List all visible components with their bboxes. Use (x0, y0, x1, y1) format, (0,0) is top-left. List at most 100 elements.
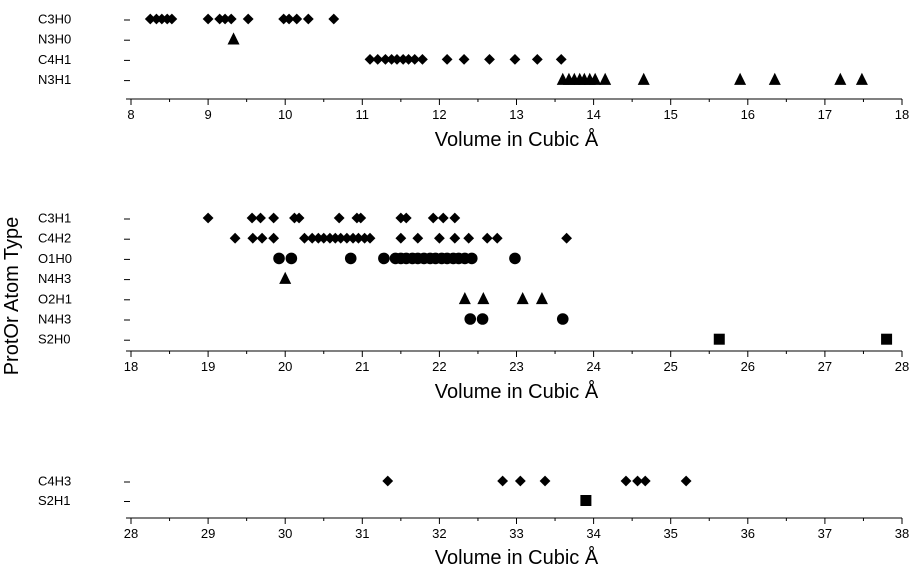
data-point-diamond (333, 212, 345, 224)
data-point-triangle (535, 291, 548, 305)
series-c3h0 (144, 13, 340, 25)
data-point-circle (344, 252, 357, 265)
category-label: S2H0 (38, 332, 71, 347)
category-label: C4H3 (38, 474, 71, 489)
x-tick-label: 29 (201, 526, 215, 541)
data-point-diamond (364, 54, 376, 65)
data-point-triangle (458, 291, 471, 305)
data-point-diamond (202, 212, 214, 224)
series-n4h3 (464, 313, 569, 325)
x-tick-label: 20 (278, 359, 292, 374)
x-tick-label: 8 (127, 107, 134, 122)
data-point-diamond (328, 13, 340, 25)
x-tick-label: 16 (741, 107, 755, 122)
data-point-diamond (255, 212, 266, 224)
data-point-diamond (247, 232, 259, 244)
panel-1: 8 9 10 11 12 13 14 15 16 17 18 Volume in Cubic Å C3H… (38, 12, 909, 152)
data-point-diamond (283, 13, 295, 25)
data-point-circle (273, 252, 285, 265)
x-tick-label: 10 (278, 107, 292, 122)
data-point-diamond (403, 54, 414, 65)
data-point-diamond (639, 475, 651, 487)
series-n4h3 (279, 271, 292, 284)
data-point-diamond (341, 232, 353, 244)
x-tick-label: 33 (509, 526, 523, 541)
data-point-diamond (412, 232, 424, 244)
x-tick-label: 27 (818, 359, 832, 374)
data-point-diamond (463, 232, 475, 244)
data-point-diamond (306, 232, 318, 244)
series-n3h0 (227, 32, 240, 45)
category-label: N4H3 (38, 312, 71, 327)
data-point-diamond (509, 54, 521, 65)
data-point-diamond (318, 232, 330, 244)
x-axis-title: Volume in Cubic Å (435, 546, 599, 569)
category-label: N3H0 (38, 32, 71, 47)
data-point-diamond (395, 232, 407, 244)
data-point-diamond (355, 212, 367, 224)
data-point-triangle (834, 72, 847, 85)
data-point-diamond (491, 232, 503, 244)
data-point-diamond (441, 54, 453, 65)
series-c4h1 (364, 54, 567, 65)
data-point-diamond (229, 232, 241, 244)
x-tick-label: 15 (663, 107, 677, 122)
x-tick-label: 13 (509, 107, 523, 122)
category-label: C3H0 (38, 12, 71, 27)
data-point-square (713, 333, 725, 345)
x-tick-label: 28 (124, 526, 138, 541)
data-point-triangle (279, 271, 292, 284)
data-point-triangle (589, 72, 602, 85)
series-c4h2 (229, 232, 573, 244)
data-point-circle (465, 252, 478, 265)
x-axis-title: Volume in Cubic Å (435, 128, 599, 151)
data-point-diamond (335, 232, 347, 244)
x-tick-label: 18 (124, 359, 138, 374)
data-point-circle (509, 252, 521, 265)
data-point-diamond (539, 475, 551, 487)
data-point-diamond (291, 13, 303, 25)
data-point-diamond (531, 54, 543, 65)
data-point-diamond (268, 232, 280, 244)
data-point-diamond (449, 232, 461, 244)
category-label: N4H3 (38, 271, 71, 286)
data-point-triangle (477, 291, 490, 305)
data-point-diamond (302, 13, 314, 25)
data-point-triangle (516, 291, 529, 305)
x-tick-label: 36 (741, 526, 755, 541)
x-tick-label: 9 (204, 107, 211, 122)
x-tick-label: 31 (355, 526, 369, 541)
x-tick-label: 28 (895, 359, 909, 374)
data-point-diamond (202, 13, 214, 25)
data-point-diamond (561, 232, 573, 244)
x-tick-label: 22 (432, 359, 446, 374)
x-tick-label: 25 (663, 359, 677, 374)
chart-panels: 8 9 10 11 12 13 14 15 16 17 18 Volume in Cubic Å C3H… (38, 12, 909, 570)
data-point-circle (476, 313, 489, 325)
data-point-diamond (391, 54, 403, 65)
panel-3: 28 29 30 31 32 33 34 35 36 37 38 Volume in Cubic Å C… (38, 474, 909, 570)
data-point-diamond (380, 54, 391, 65)
x-tick-label: 35 (663, 526, 677, 541)
category-label: O2H1 (38, 291, 72, 306)
data-point-diamond (514, 475, 526, 487)
data-point-diamond (364, 232, 376, 244)
data-point-diamond (293, 212, 305, 224)
data-point-diamond (458, 54, 470, 65)
data-point-triangle (855, 72, 868, 85)
data-point-diamond (620, 475, 632, 487)
data-point-diamond (268, 212, 280, 224)
data-point-diamond (256, 232, 268, 244)
data-point-diamond (484, 54, 495, 65)
x-tick-label: 34 (586, 526, 600, 541)
x-axis-title: Volume in Cubic Å (435, 380, 599, 403)
shared-y-axis-label: ProtOr Atom Type (1, 217, 23, 376)
data-point-diamond (481, 232, 493, 244)
data-point-diamond (417, 54, 428, 65)
data-point-triangle (768, 72, 781, 85)
data-point-circle (285, 252, 298, 265)
data-point-diamond (372, 54, 384, 65)
data-point-diamond (400, 212, 412, 224)
data-point-triangle (734, 72, 747, 85)
data-point-diamond (144, 13, 156, 25)
